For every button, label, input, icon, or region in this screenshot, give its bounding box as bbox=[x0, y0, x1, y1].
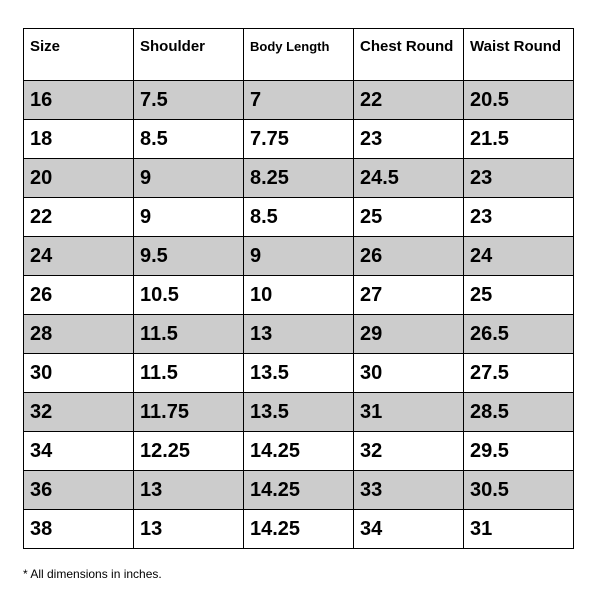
table-cell: 24.5 bbox=[353, 158, 464, 198]
table-cell: 11.5 bbox=[133, 353, 244, 393]
table-cell: 25 bbox=[463, 275, 574, 315]
size-chart-table: Size Shoulder Body Length Chest Round Waist … bbox=[23, 28, 574, 549]
table-cell: 8.25 bbox=[243, 158, 354, 198]
table-cell: 31 bbox=[353, 392, 464, 432]
table-cell: 33 bbox=[353, 470, 464, 510]
table-cell: 13.5 bbox=[243, 392, 354, 432]
column-header: Waist Round bbox=[463, 28, 574, 81]
table-cell: 30 bbox=[23, 353, 134, 393]
table-cell: 13.5 bbox=[243, 353, 354, 393]
table-row: 32 11.75 13.5 31 28.5 bbox=[23, 392, 574, 432]
table-row: 36 13 14.25 33 30.5 bbox=[23, 470, 574, 510]
table-cell: 28.5 bbox=[463, 392, 574, 432]
table-cell: 10.5 bbox=[133, 275, 244, 315]
table-cell: 36 bbox=[23, 470, 134, 510]
table-cell: 7.5 bbox=[133, 80, 244, 120]
table-cell: 10 bbox=[243, 275, 354, 315]
table-cell: 9 bbox=[133, 197, 244, 237]
table-cell: 9 bbox=[243, 236, 354, 276]
table-cell: 8.5 bbox=[243, 197, 354, 237]
table-cell: 34 bbox=[23, 431, 134, 471]
table-cell: 26 bbox=[353, 236, 464, 276]
table-row: 18 8.5 7.75 23 21.5 bbox=[23, 119, 574, 159]
table-cell: 12.25 bbox=[133, 431, 244, 471]
column-header: Shoulder bbox=[133, 28, 244, 81]
table-row: 38 13 14.25 34 31 bbox=[23, 509, 574, 549]
table-cell: 31 bbox=[463, 509, 574, 549]
table-cell: 18 bbox=[23, 119, 134, 159]
table-cell: 9 bbox=[133, 158, 244, 198]
table-cell: 14.25 bbox=[243, 431, 354, 471]
table-cell: 29.5 bbox=[463, 431, 574, 471]
table-cell: 25 bbox=[353, 197, 464, 237]
table-cell: 30.5 bbox=[463, 470, 574, 510]
table-cell: 14.25 bbox=[243, 509, 354, 549]
column-header: Body Length bbox=[243, 28, 354, 81]
table-cell: 26.5 bbox=[463, 314, 574, 354]
table-cell: 24 bbox=[463, 236, 574, 276]
table-cell: 28 bbox=[23, 314, 134, 354]
table-cell: 20 bbox=[23, 158, 134, 198]
table-row: 30 11.5 13.5 30 27.5 bbox=[23, 353, 574, 393]
column-header: Size bbox=[23, 28, 134, 81]
table-row: 26 10.5 10 27 25 bbox=[23, 275, 574, 315]
table-cell: 34 bbox=[353, 509, 464, 549]
table-row: 20 9 8.25 24.5 23 bbox=[23, 158, 574, 198]
table-cell: 22 bbox=[23, 197, 134, 237]
table-cell: 23 bbox=[463, 197, 574, 237]
table-cell: 13 bbox=[243, 314, 354, 354]
table-row: 22 9 8.5 25 23 bbox=[23, 197, 574, 237]
table-cell: 20.5 bbox=[463, 80, 574, 120]
header-row: Size Shoulder Body Length Chest Round Waist … bbox=[23, 28, 574, 81]
table-cell: 27.5 bbox=[463, 353, 574, 393]
table-cell: 7 bbox=[243, 80, 354, 120]
table-cell: 22 bbox=[353, 80, 464, 120]
table-cell: 32 bbox=[23, 392, 134, 432]
table-cell: 30 bbox=[353, 353, 464, 393]
table-cell: 21.5 bbox=[463, 119, 574, 159]
table-cell: 23 bbox=[463, 158, 574, 198]
table-cell: 8.5 bbox=[133, 119, 244, 159]
column-header: Chest Round bbox=[353, 28, 464, 81]
table-cell: 23 bbox=[353, 119, 464, 159]
table-cell: 11.75 bbox=[133, 392, 244, 432]
table-cell: 7.75 bbox=[243, 119, 354, 159]
table-cell: 24 bbox=[23, 236, 134, 276]
table-cell: 9.5 bbox=[133, 236, 244, 276]
table-cell: 16 bbox=[23, 80, 134, 120]
table-cell: 13 bbox=[133, 509, 244, 549]
table-row: 16 7.5 7 22 20.5 bbox=[23, 80, 574, 120]
table-cell: 14.25 bbox=[243, 470, 354, 510]
table-cell: 27 bbox=[353, 275, 464, 315]
table-row: 24 9.5 9 26 24 bbox=[23, 236, 574, 276]
table-cell: 11.5 bbox=[133, 314, 244, 354]
table-cell: 26 bbox=[23, 275, 134, 315]
table-cell: 13 bbox=[133, 470, 244, 510]
footnote: * All dimensions in inches. bbox=[23, 567, 162, 581]
table-cell: 38 bbox=[23, 509, 134, 549]
table-row: 28 11.5 13 29 26.5 bbox=[23, 314, 574, 354]
table-cell: 29 bbox=[353, 314, 464, 354]
table-row: 34 12.25 14.25 32 29.5 bbox=[23, 431, 574, 471]
table-cell: 32 bbox=[353, 431, 464, 471]
